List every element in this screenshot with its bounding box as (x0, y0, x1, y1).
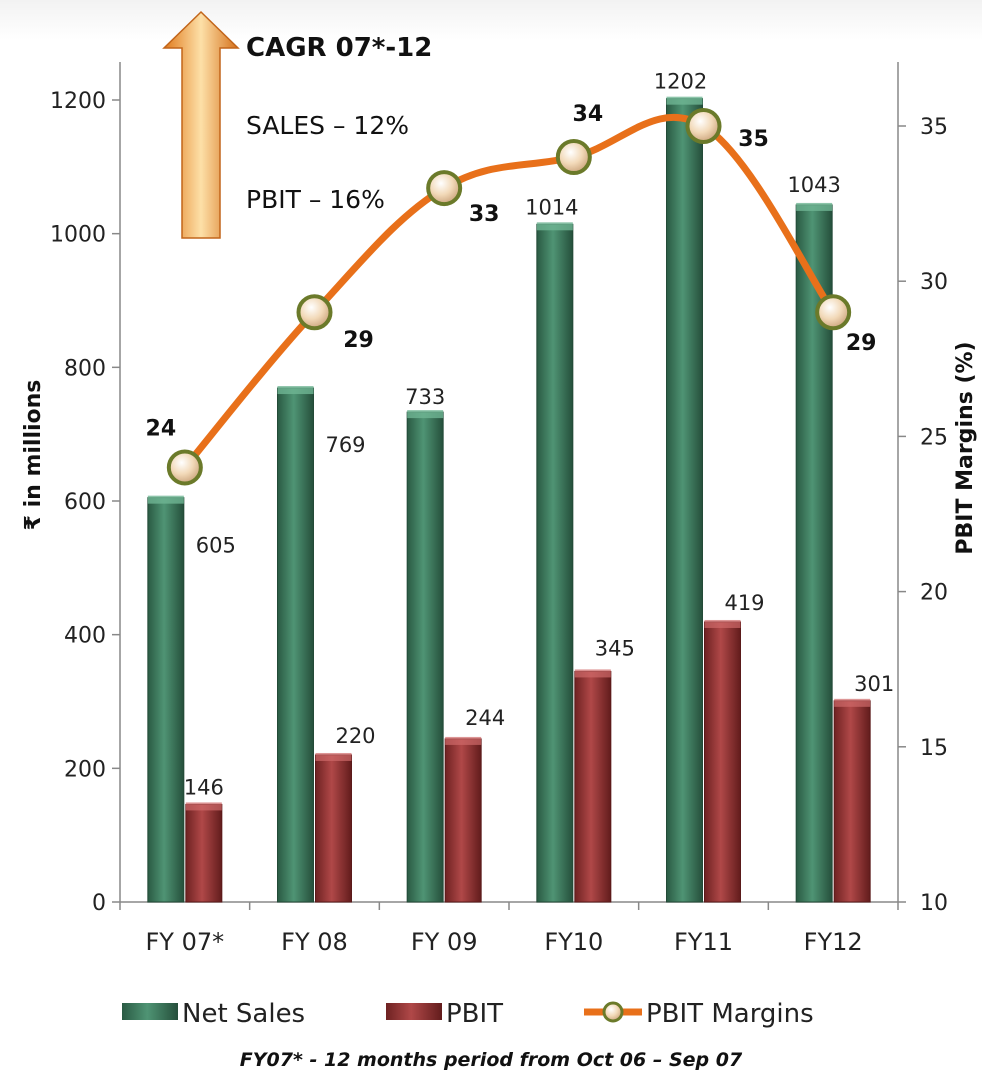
bar-pbit-cap (315, 752, 352, 761)
margin-marker (555, 139, 592, 176)
label-pbit-margin: 29 (846, 331, 877, 356)
left-tick-label: 400 (64, 624, 106, 649)
bar-net-sales-cap (277, 386, 314, 395)
left-tick-label: 1200 (50, 89, 106, 114)
legend-swatch-margins-marker (602, 1001, 624, 1023)
bar-pbit (704, 621, 741, 903)
margin-marker (426, 170, 463, 207)
bar-pbit (444, 738, 482, 903)
bar-net-sales (536, 223, 574, 903)
right-axis-ticks: 10 15 20 25 30 35 (898, 115, 948, 916)
footnote: FY07* - 12 months period from Oct 06 – S… (240, 1049, 743, 1071)
y-axis-right-title: PBIT Margins (%) (953, 341, 978, 554)
label-pbit-margin: 33 (469, 202, 500, 227)
legend-label-net-sales: Net Sales (182, 999, 305, 1029)
y-axis-title: ₹ in millions (21, 380, 46, 531)
label-pbit: 244 (465, 706, 505, 730)
bar-pbit (185, 803, 223, 903)
label-net-sales: 1202 (654, 70, 707, 94)
bar-pbit-cap (704, 619, 741, 628)
bar-net-sales-cap (666, 96, 703, 105)
left-tick-label: 800 (64, 356, 106, 381)
bar-pbit-cap (834, 698, 871, 707)
right-tick-label: 30 (920, 270, 948, 295)
x-tick-label: FY10 (544, 928, 603, 956)
bar-pbit (574, 670, 612, 903)
bar-net-sales (406, 411, 444, 903)
bar-pbit (833, 700, 871, 903)
label-net-sales: 733 (405, 385, 445, 409)
right-tick-label: 15 (920, 736, 948, 761)
right-tick-label: 20 (920, 581, 948, 606)
label-net-sales: 1014 (525, 195, 578, 219)
margin-marker (296, 294, 333, 331)
legend-swatch-pbit (386, 1003, 442, 1020)
cagr-title: CAGR 07*-12 (246, 33, 432, 63)
bar-net-sales-cap (796, 202, 833, 211)
margin-line-path (181, 113, 837, 471)
margin-marker (166, 449, 203, 486)
label-pbit: 419 (724, 591, 764, 615)
bar-net-sales-cap (536, 222, 573, 231)
label-pbit-margin: 35 (738, 127, 769, 152)
growth-arrow-icon (162, 10, 240, 239)
label-pbit-margin: 29 (343, 328, 374, 353)
x-tick-label: FY11 (674, 928, 733, 956)
x-tick-label: FY 08 (281, 928, 348, 956)
bar-net-sales (147, 497, 185, 903)
label-net-sales: 605 (196, 534, 236, 558)
margin-line (166, 108, 852, 486)
label-pbit: 345 (595, 636, 635, 660)
label-pbit-margin: 24 (146, 416, 177, 441)
label-pbit: 220 (335, 724, 375, 748)
label-pbit-margin: 34 (573, 102, 604, 127)
left-tick-label: 1000 (50, 223, 106, 248)
left-tick-label: 0 (92, 891, 106, 916)
label-net-sales: 769 (325, 433, 365, 457)
legend-label-pbit: PBIT (446, 999, 503, 1029)
margin-value-labels: 24 29 33 34 35 29 (146, 102, 877, 441)
left-axis-ticks: 0 200 400 600 800 1000 1200 (50, 89, 120, 916)
bar-pbit-cap (185, 802, 222, 811)
x-tick-label: FY12 (804, 928, 863, 956)
left-tick-label: 200 (64, 757, 106, 782)
margin-marker (685, 108, 722, 144)
x-axis-ticks: FY 07* FY 08 FY 09 FY10 FY11 FY12 (119, 902, 899, 956)
bar-net-sales-cap (147, 495, 184, 504)
left-tick-label: 600 (64, 490, 106, 515)
bar-pbit-cap (445, 736, 482, 745)
right-tick-label: 25 (920, 425, 948, 450)
x-tick-label: FY 07* (146, 928, 225, 956)
legend: Net Sales PBIT PBIT Margins (122, 999, 814, 1029)
bar-pbit-cap (574, 669, 611, 678)
legend-label-margins: PBIT Margins (646, 999, 814, 1029)
bar-net-sales (666, 98, 703, 903)
label-net-sales: 1043 (787, 173, 840, 197)
cagr-sales: SALES – 12% (246, 111, 409, 140)
bars (147, 96, 871, 903)
right-tick-label: 35 (920, 115, 948, 140)
bar-value-labels: 605 769 733 1014 1202 1043 146 220 244 345 419 301 (184, 70, 894, 800)
bar-net-sales-cap (407, 410, 444, 419)
right-tick-label: 10 (920, 891, 948, 916)
bar-net-sales (277, 387, 314, 903)
axes (119, 62, 899, 903)
label-pbit: 146 (184, 775, 224, 799)
bar-pbit (315, 754, 352, 903)
legend-swatch-net-sales (122, 1003, 178, 1020)
margin-marker (815, 294, 852, 331)
label-pbit: 301 (854, 672, 894, 696)
x-tick-label: FY 09 (411, 928, 478, 956)
cagr-pbit: PBIT – 16% (246, 185, 385, 214)
